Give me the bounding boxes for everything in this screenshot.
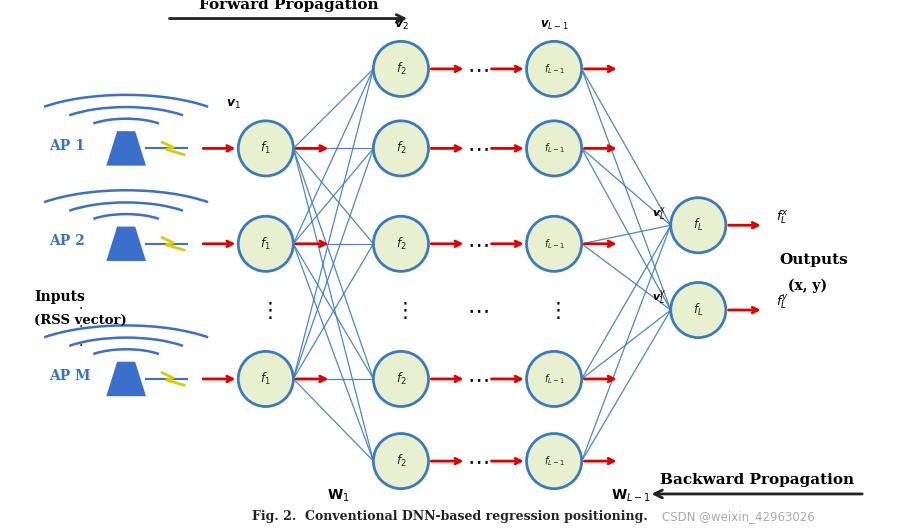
Ellipse shape bbox=[373, 121, 429, 176]
Text: $\cdots$: $\cdots$ bbox=[467, 234, 488, 254]
Text: $\mathbf{W}_{L-1}$: $\mathbf{W}_{L-1}$ bbox=[611, 488, 651, 504]
Text: $f_L$: $f_L$ bbox=[693, 217, 704, 233]
Text: Outputs: Outputs bbox=[779, 253, 848, 267]
Text: $f_2$: $f_2$ bbox=[396, 61, 406, 77]
Text: $f_L$: $f_L$ bbox=[693, 302, 704, 318]
Text: $\cdots$: $\cdots$ bbox=[467, 451, 488, 471]
Ellipse shape bbox=[238, 216, 294, 271]
Text: AP 1: AP 1 bbox=[50, 139, 86, 153]
Text: AP 2: AP 2 bbox=[50, 234, 86, 248]
Polygon shape bbox=[106, 227, 146, 261]
Text: .: . bbox=[79, 298, 83, 312]
Text: CSDN @weixin_42963026: CSDN @weixin_42963026 bbox=[662, 510, 815, 523]
Text: $f_1$: $f_1$ bbox=[260, 236, 271, 252]
Text: $f_2$: $f_2$ bbox=[396, 140, 406, 156]
Ellipse shape bbox=[373, 351, 429, 407]
Ellipse shape bbox=[526, 434, 582, 489]
Text: $\boldsymbol{v}_2$: $\boldsymbol{v}_2$ bbox=[394, 19, 408, 32]
Ellipse shape bbox=[670, 282, 726, 338]
Text: $f_1$: $f_1$ bbox=[260, 140, 271, 156]
Text: $\vdots$: $\vdots$ bbox=[394, 299, 408, 321]
Ellipse shape bbox=[373, 434, 429, 489]
Text: $f_2$: $f_2$ bbox=[396, 453, 406, 469]
Ellipse shape bbox=[526, 351, 582, 407]
Text: Fig. 2.  Conventional DNN-based regression positioning.: Fig. 2. Conventional DNN-based regressio… bbox=[252, 510, 648, 523]
Polygon shape bbox=[106, 361, 146, 396]
Ellipse shape bbox=[238, 351, 294, 407]
Text: $\cdots$: $\cdots$ bbox=[467, 59, 488, 79]
Text: $f_{L-1}$: $f_{L-1}$ bbox=[543, 372, 565, 386]
Ellipse shape bbox=[238, 121, 294, 176]
Text: .: . bbox=[79, 335, 83, 349]
Text: $\cdots$: $\cdots$ bbox=[467, 138, 488, 158]
Text: $f_{L-1}$: $f_{L-1}$ bbox=[543, 62, 565, 76]
Ellipse shape bbox=[526, 216, 582, 271]
Text: $f_2$: $f_2$ bbox=[396, 236, 406, 252]
Text: $f_L^y$: $f_L^y$ bbox=[777, 293, 789, 312]
Text: $\cdots$: $\cdots$ bbox=[467, 369, 488, 389]
Text: (RSS vector): (RSS vector) bbox=[34, 314, 127, 327]
Text: $f_{L-1}$: $f_{L-1}$ bbox=[543, 142, 565, 155]
Polygon shape bbox=[106, 131, 146, 165]
Text: $\boldsymbol{v}_1$: $\boldsymbol{v}_1$ bbox=[226, 98, 241, 111]
Text: $f_{L-1}$: $f_{L-1}$ bbox=[543, 454, 565, 468]
Text: $\boldsymbol{v}_L^y$: $\boldsymbol{v}_L^y$ bbox=[652, 289, 666, 307]
Text: $f_L^x$: $f_L^x$ bbox=[777, 208, 789, 226]
Ellipse shape bbox=[373, 216, 429, 271]
Text: $\cdots$: $\cdots$ bbox=[467, 300, 488, 320]
Ellipse shape bbox=[526, 41, 582, 96]
Ellipse shape bbox=[670, 198, 726, 253]
Text: .: . bbox=[79, 316, 83, 330]
Text: (x, y): (x, y) bbox=[788, 279, 827, 294]
Text: $\boldsymbol{v}_L^x$: $\boldsymbol{v}_L^x$ bbox=[652, 205, 666, 222]
Text: $\vdots$: $\vdots$ bbox=[547, 299, 561, 321]
Text: $\vdots$: $\vdots$ bbox=[259, 299, 273, 321]
Text: $f_2$: $f_2$ bbox=[396, 371, 406, 387]
Text: Backward Propagation: Backward Propagation bbox=[660, 473, 854, 487]
Text: $\boldsymbol{v}_{L-1}$: $\boldsymbol{v}_{L-1}$ bbox=[540, 19, 569, 32]
Text: $f_1$: $f_1$ bbox=[260, 371, 271, 387]
Text: Inputs: Inputs bbox=[34, 290, 85, 304]
Text: Forward Propagation: Forward Propagation bbox=[198, 0, 378, 12]
Ellipse shape bbox=[373, 41, 429, 96]
Text: $f_{L-1}$: $f_{L-1}$ bbox=[543, 237, 565, 251]
Text: $\mathbf{W}_1$: $\mathbf{W}_1$ bbox=[326, 488, 350, 504]
Text: AP M: AP M bbox=[50, 369, 91, 383]
Ellipse shape bbox=[526, 121, 582, 176]
